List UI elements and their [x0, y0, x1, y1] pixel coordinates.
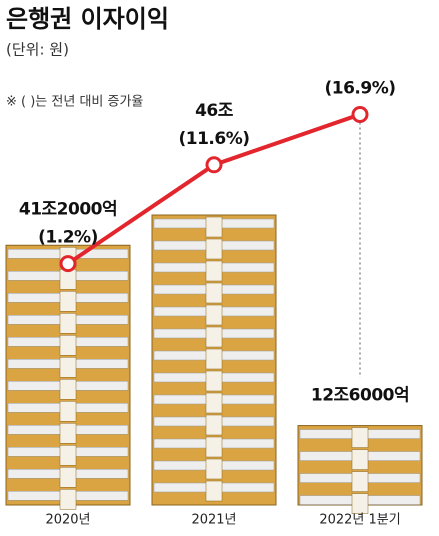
value-label: 12조6000억: [311, 386, 409, 406]
bundle-band: [59, 489, 77, 510]
bundle-band: [59, 335, 77, 356]
bundle-band: [59, 423, 77, 444]
bundle-band: [205, 216, 223, 238]
bundle-band: [351, 427, 369, 448]
bundle-band: [205, 282, 223, 304]
growth-point: [59, 255, 77, 273]
x-tick-label: 2021년: [191, 513, 236, 528]
value-label: 41조2000억: [19, 200, 117, 220]
subtitle: (단위: 원): [6, 41, 69, 59]
bundle-band: [205, 304, 223, 326]
growth-label: (16.9%): [324, 78, 395, 98]
growth-label: (11.6%): [178, 129, 249, 149]
x-tick-label: 2020년: [45, 513, 90, 528]
growth-point: [205, 156, 223, 174]
bundle-band: [351, 493, 369, 514]
bundle-band: [205, 326, 223, 348]
bundle-band: [205, 238, 223, 260]
bundle-band: [205, 392, 223, 414]
bundle-band: [59, 467, 77, 488]
bundle-band: [59, 445, 77, 466]
bundle-band: [205, 348, 223, 370]
bundle-band: [351, 471, 369, 492]
bundle-band: [205, 458, 223, 480]
bundle-band: [351, 449, 369, 470]
bundle-band: [205, 480, 223, 502]
bundle-band: [205, 414, 223, 436]
bundle-band: [205, 436, 223, 458]
growth-label: (1.2%): [38, 228, 98, 248]
x-tick-label: 2022년 1분기: [319, 513, 400, 528]
growth-point: [351, 105, 369, 123]
bundle-band: [59, 357, 77, 378]
value-label: 46조: [195, 101, 234, 121]
bundle-band: [59, 269, 77, 290]
chart-title: 은행권 이자이익: [6, 5, 169, 33]
bundle-band: [59, 313, 77, 334]
bundle-band: [59, 401, 77, 422]
bundle-band: [59, 291, 77, 312]
bundle-band: [59, 379, 77, 400]
bundle-band: [205, 370, 223, 392]
note: ※ ( )는 전년 대비 증가율: [6, 95, 143, 110]
bundle-band: [205, 260, 223, 282]
